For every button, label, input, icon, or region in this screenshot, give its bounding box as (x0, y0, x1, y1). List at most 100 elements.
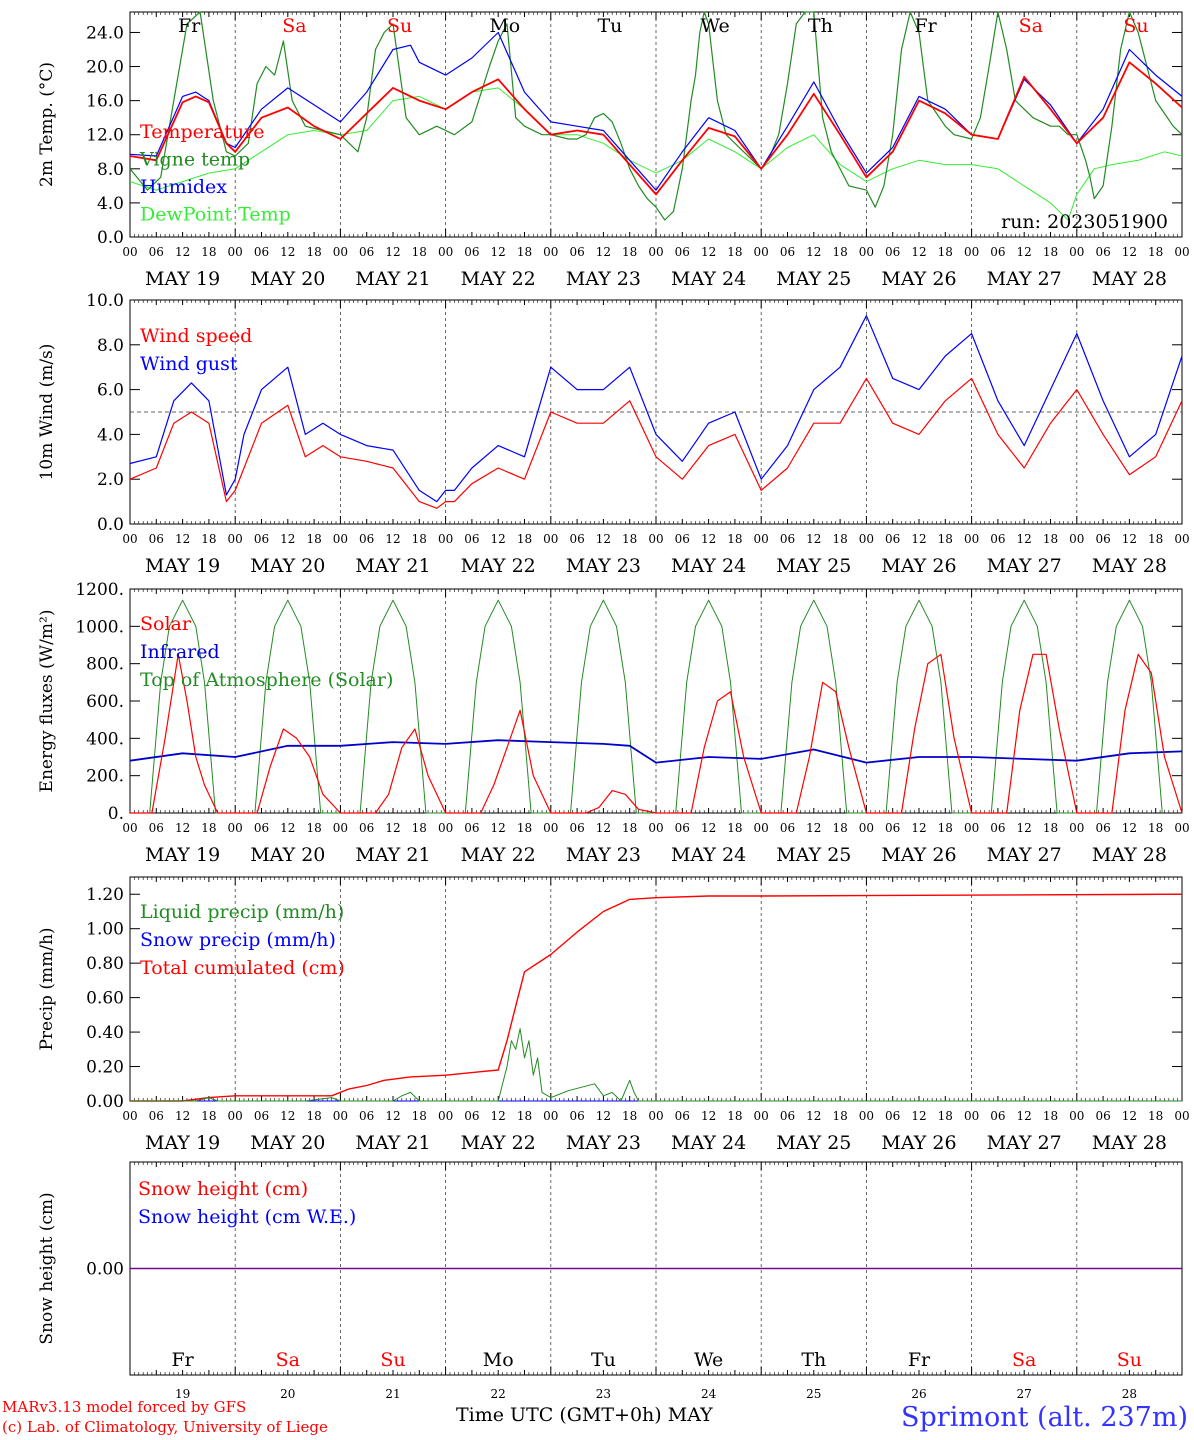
p4-hour-label: 18 (306, 1109, 321, 1123)
p3-series-line (130, 653, 1183, 814)
p1-hour-label: 18 (622, 245, 637, 259)
p5-legend-entry: Snow height (cm W.E.) (138, 1206, 356, 1228)
p1-hour-label: 18 (832, 245, 847, 259)
p4-hour-label: 00 (228, 1109, 243, 1123)
p3-hour-label: 12 (1122, 821, 1137, 835)
p2-hour-label: 06 (359, 532, 374, 546)
p3-date-label: MAY 25 (776, 844, 851, 866)
p3-y-tick-label: 1000. (75, 617, 124, 637)
p1-hour-label: 06 (359, 245, 374, 259)
p2-hour-label: 12 (1122, 532, 1137, 546)
p4-hour-label: 00 (1069, 1109, 1084, 1123)
p3-hour-label: 00 (228, 821, 243, 835)
p4-hour-label: 12 (806, 1109, 821, 1123)
p3-hour-label: 12 (596, 821, 611, 835)
p3-y-tick-label: 800. (86, 655, 124, 675)
p2-hour-label: 00 (964, 532, 979, 546)
p2-date-label: MAY 19 (145, 555, 220, 577)
p4-series-line (130, 893, 1183, 1102)
p4-hour-label: 00 (543, 1109, 558, 1123)
p1-date-label: MAY 25 (776, 268, 851, 290)
p4-date-label: MAY 19 (145, 1132, 220, 1154)
p4-legend-entry: Total cumulated (cm) (140, 957, 345, 979)
p3-hour-label: 06 (464, 821, 479, 835)
p3-hour-label: 18 (517, 821, 532, 835)
p2-hour-label: 12 (175, 532, 190, 546)
p4-legend-entry: Snow precip (mm/h) (140, 929, 336, 951)
p3-hour-label: 18 (1148, 821, 1163, 835)
day-number: 27 (1017, 1387, 1032, 1401)
day-number: 26 (911, 1387, 926, 1401)
day-name-top: We (701, 15, 730, 37)
p3-date-label: MAY 26 (881, 844, 956, 866)
day-name-bottom: Sa (276, 1349, 300, 1371)
p2-hour-label: 12 (701, 532, 716, 546)
p2-hour-label: 00 (543, 532, 558, 546)
p1-date-label: MAY 26 (881, 268, 956, 290)
p1-hour-label: 00 (333, 245, 348, 259)
p4-hour-label: 12 (491, 1109, 506, 1123)
p4-hour-label: 00 (859, 1109, 874, 1123)
day-name-bottom: Su (1117, 1349, 1142, 1371)
p2-hour-label: 06 (569, 532, 584, 546)
p1-y-tick-label: 16.0 (86, 92, 124, 112)
x-axis-month: MAY (667, 1404, 713, 1426)
p1-y-axis-label: 2m Temp. (°C) (37, 62, 57, 187)
p2-y-tick-label: 10.0 (86, 291, 124, 311)
p4-hour-label: 00 (648, 1109, 663, 1123)
p3-hour-label: 18 (412, 821, 427, 835)
p1-date-label: MAY 23 (566, 268, 641, 290)
p2-hour-label: 06 (464, 532, 479, 546)
day-name-bottom: Tu (591, 1349, 616, 1371)
p2-hour-label: 06 (885, 532, 900, 546)
p4-date-label: MAY 24 (671, 1132, 746, 1154)
p1-hour-label: 06 (569, 245, 584, 259)
day-name-bottom: Fr (171, 1349, 194, 1371)
p3-y-tick-label: 400. (86, 729, 124, 749)
p2-hour-label: 18 (622, 532, 637, 546)
p1-hour-label: 12 (806, 245, 821, 259)
p2-hour-label: 06 (149, 532, 164, 546)
p1-hour-label: 18 (201, 245, 216, 259)
p1-hour-label: 18 (727, 245, 742, 259)
p1-y-tick-label: 4.0 (97, 194, 124, 214)
p3-hour-label: 12 (701, 821, 716, 835)
p4-hour-label: 06 (990, 1109, 1005, 1123)
p2-hour-label: 00 (754, 532, 769, 546)
day-name-top: Sa (282, 15, 306, 37)
p1-date-label: MAY 22 (461, 268, 536, 290)
p3-hour-label: 06 (1095, 821, 1110, 835)
p3-hour-label: 00 (543, 821, 558, 835)
p1-date-label: MAY 24 (671, 268, 746, 290)
p2-date-label: MAY 25 (776, 555, 851, 577)
p2-hour-label: 06 (675, 532, 690, 546)
p3-hour-label: 18 (1043, 821, 1058, 835)
p1-hour-label: 00 (438, 245, 453, 259)
p4-hour-label: 06 (149, 1109, 164, 1123)
p2-date-label: MAY 28 (1092, 555, 1167, 577)
p3-hour-label: 06 (359, 821, 374, 835)
p2-hour-label: 00 (122, 532, 137, 546)
day-number: 19 (175, 1387, 190, 1401)
p4-hour-label: 18 (622, 1109, 637, 1123)
p4-y-tick-label: 1.00 (86, 920, 124, 940)
p4-date-label: MAY 27 (987, 1132, 1062, 1154)
p1-hour-label: 00 (1174, 245, 1189, 259)
p2-hour-label: 12 (1017, 532, 1032, 546)
p2-hour-label: 06 (254, 532, 269, 546)
p4-hour-label: 12 (911, 1109, 926, 1123)
p1-hour-label: 18 (938, 245, 953, 259)
p1-hour-label: 00 (543, 245, 558, 259)
p4-hour-label: 12 (280, 1109, 295, 1123)
p1-hour-label: 06 (885, 245, 900, 259)
p1-hour-label: 06 (675, 245, 690, 259)
p3-hour-label: 12 (175, 821, 190, 835)
p5-legend-entry: Snow height (cm) (138, 1178, 308, 1200)
credit-model: MARv3.13 model forced by GFS (2, 1398, 247, 1416)
p2-hour-label: 12 (491, 532, 506, 546)
day-name-bottom: Fr (908, 1349, 931, 1371)
p2-legend-entry: Wind speed (140, 325, 252, 347)
p3-date-label: MAY 19 (145, 844, 220, 866)
p1-legend-entry: Temperature (140, 121, 264, 143)
p1-hour-label: 12 (911, 245, 926, 259)
